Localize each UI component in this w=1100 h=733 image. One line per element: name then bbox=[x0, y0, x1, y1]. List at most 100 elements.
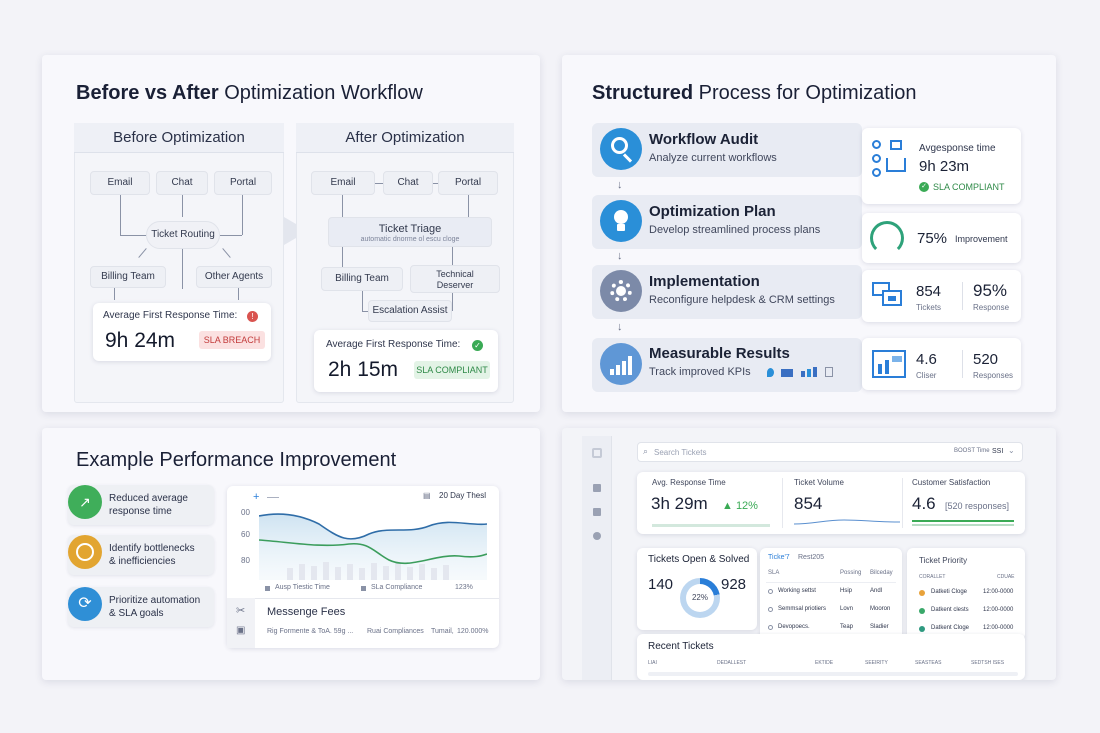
add-icon[interactable]: + bbox=[253, 491, 260, 503]
alert-icon: ! bbox=[247, 311, 258, 322]
kpi-label: Avg. Response Time bbox=[652, 478, 726, 487]
priority-name: Datketi Cloge bbox=[931, 589, 968, 595]
bag-icon: ▣ bbox=[236, 625, 246, 636]
row-radio[interactable] bbox=[768, 607, 773, 612]
col-header: EKTIDE bbox=[815, 660, 834, 666]
panel-structured-process: Structured Process for Optimization Work… bbox=[562, 55, 1056, 412]
before-chat-node: Chat bbox=[156, 171, 208, 195]
tab-rest[interactable]: Rest205 bbox=[798, 554, 825, 561]
kpi-mini-icons bbox=[767, 367, 837, 379]
priority-name: Datkent clests bbox=[931, 607, 969, 613]
escalation-assist-node: Escalation Assist bbox=[368, 300, 452, 322]
performance-line-chart bbox=[259, 513, 487, 580]
after-heading: After Optimization bbox=[296, 123, 514, 153]
tab-tickets[interactable]: Ticke'7 bbox=[768, 554, 790, 561]
ticket-routing-node: Ticket Routing bbox=[146, 221, 220, 249]
priority-name: Datkent Cloge bbox=[931, 625, 970, 631]
rating-value: 4.6 bbox=[916, 351, 937, 368]
results-card: 4.6 Cliser 520 Responses bbox=[862, 338, 1021, 390]
check-icon: ✓ bbox=[472, 340, 483, 351]
benefit-text: Reduced average response time bbox=[109, 493, 188, 517]
kpi-value: 854 bbox=[794, 494, 823, 513]
panel-performance: Example Performance Improvement ↗ Reduce… bbox=[42, 428, 540, 680]
sla-breach-badge: SLA BREACH bbox=[199, 331, 265, 349]
before-heading: Before Optimization bbox=[74, 123, 284, 153]
y-tick: 80 bbox=[241, 556, 250, 565]
footer-text: Tumail, bbox=[431, 628, 454, 635]
search-icon: ⌕ bbox=[643, 446, 649, 456]
table-row[interactable] bbox=[648, 672, 1018, 676]
checklist-icon bbox=[872, 140, 912, 180]
after-email-node: Email bbox=[311, 171, 375, 195]
search-input[interactable]: Search Tickets bbox=[654, 448, 707, 457]
panel-title: Example Performance Improvement bbox=[76, 449, 397, 471]
search-icon bbox=[600, 128, 642, 170]
card-title: Recent Tickets bbox=[648, 641, 714, 652]
step-title: Implementation bbox=[649, 273, 760, 290]
col-header: SEASTEAS bbox=[915, 660, 942, 666]
sla-compliance-line bbox=[259, 539, 487, 565]
before-email-node: Email bbox=[90, 171, 150, 195]
row-cell: Teap bbox=[840, 624, 854, 630]
tickets-open-card: Tickets Open & Solved 140 928 22% bbox=[637, 548, 757, 630]
refresh-icon: ⟳ bbox=[68, 587, 102, 621]
step-desc: Analyze current workflows bbox=[649, 152, 777, 164]
dashboard-icon bbox=[872, 350, 906, 378]
donut-label: 22% bbox=[686, 584, 714, 612]
row-cell: Andl bbox=[870, 588, 883, 594]
priority-time: 12:00-0000 bbox=[983, 589, 1014, 595]
before-metric-card: Average First Response Time: ! 9h 24m SL… bbox=[93, 303, 271, 361]
col-header: SLA bbox=[768, 570, 780, 576]
after-portal-node: Portal bbox=[438, 171, 498, 195]
card-value: 9h 23m bbox=[919, 158, 970, 175]
row-radio[interactable] bbox=[768, 625, 773, 630]
sla-compliant-badge: SLA COMPLIANT bbox=[414, 361, 490, 379]
row-cell: Semmsal priotiers bbox=[778, 606, 827, 612]
chart-range-label: 20 Day Thesl bbox=[439, 491, 486, 500]
response-time-line bbox=[259, 513, 487, 540]
step-title: Measurable Results bbox=[649, 345, 790, 362]
row-cell: Sladier bbox=[870, 624, 889, 630]
after-billing-node: Billing Team bbox=[321, 267, 403, 291]
step-title: Optimization Plan bbox=[649, 203, 776, 220]
card-title: Ticket Priority bbox=[919, 556, 968, 565]
step-desc: Reconfigure helpdesk & CRM settings bbox=[649, 294, 835, 306]
col-header: SEDTSH ISES bbox=[971, 660, 1005, 666]
after-metric-card: Average First Response Time: ✓ 2h 15m SL… bbox=[314, 330, 498, 392]
benefit-text: Prioritize automation & SLA goals bbox=[109, 595, 201, 619]
ticket-list-card: Ticke'7 Rest205 SLA Possing Bilceday Wor… bbox=[760, 548, 902, 640]
billing-team-node: Billing Team bbox=[90, 266, 166, 288]
row-radio[interactable] bbox=[768, 589, 773, 594]
tools-icon: ✂ bbox=[236, 605, 246, 617]
sla-compliant-label: SLA COMPLIANT bbox=[933, 182, 1005, 192]
response-time-card: Avgesponse time 9h 23m ✓ SLA COMPLIANT bbox=[862, 128, 1021, 204]
priority-dot bbox=[919, 626, 925, 632]
sidebar-logo-icon[interactable] bbox=[592, 448, 602, 458]
priority-time: 12:00-0000 bbox=[983, 607, 1014, 613]
sidebar-tickets-icon[interactable] bbox=[593, 508, 601, 516]
sidebar-settings-icon[interactable] bbox=[593, 532, 601, 540]
metric-label: Average First Response Time: bbox=[326, 339, 461, 350]
sidebar-home-icon[interactable] bbox=[593, 484, 601, 492]
y-tick: 00 bbox=[241, 508, 250, 517]
technical-node: Technical Deserver bbox=[410, 265, 500, 293]
row-cell: Lovn bbox=[840, 606, 854, 612]
boost-time-value[interactable]: SSI bbox=[992, 448, 1004, 455]
open-value: 140 bbox=[648, 576, 674, 593]
row-cell: Working settst bbox=[778, 588, 816, 594]
row-cell: Devopoecs. bbox=[778, 624, 810, 630]
ticket-triage-node: Ticket Triage automatic dnorme ol escu c… bbox=[328, 217, 492, 247]
calendar-icon: ▤ bbox=[423, 491, 431, 500]
tickets-card: 854 Tickets 95% Response bbox=[862, 270, 1021, 322]
col-header: Bilceday bbox=[870, 570, 893, 576]
ticket-priority-card: Ticket Priority CORALLET CDUAE Datketi C… bbox=[907, 548, 1025, 640]
response-value: 95% bbox=[973, 281, 1008, 300]
chevron-down-icon[interactable]: ⌄ bbox=[1008, 446, 1015, 455]
priority-dot bbox=[919, 590, 925, 596]
step-desc: Develop streamlined process plans bbox=[649, 224, 821, 236]
row-cell: Hsip bbox=[840, 588, 853, 594]
ticket-volume-sparkline bbox=[794, 519, 900, 525]
search-bar[interactable]: ⌕ Search Tickets BOOST Time SSI ⌄ bbox=[637, 442, 1023, 462]
tickets-label: Tickets bbox=[916, 303, 942, 312]
metric-value: 9h 24m bbox=[105, 329, 176, 352]
